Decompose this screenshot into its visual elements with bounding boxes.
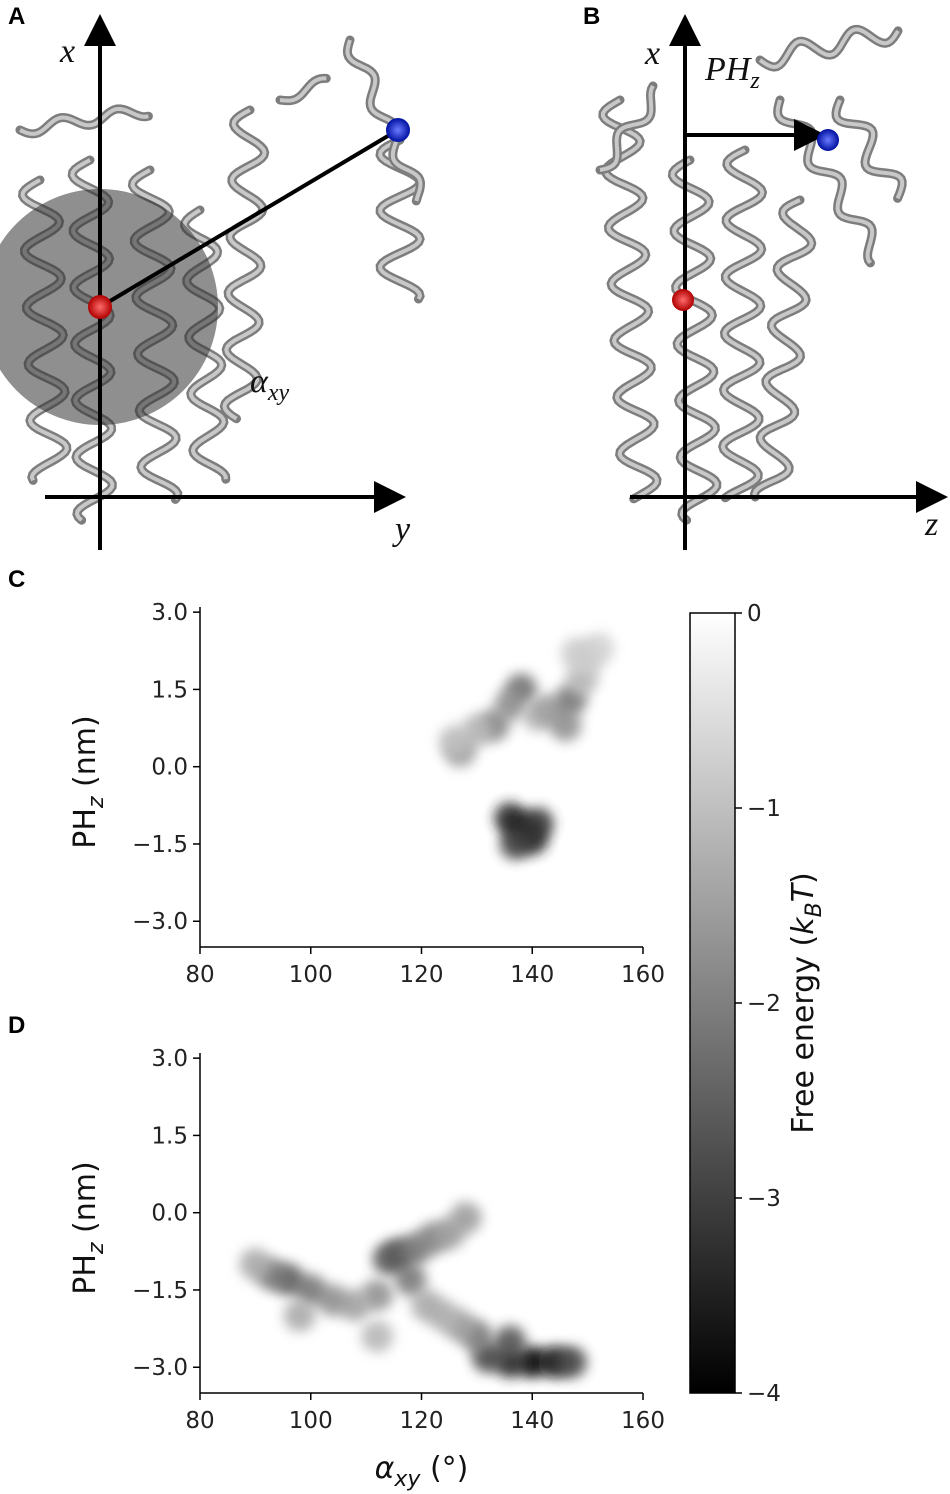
y-label-part: PH [68,1254,103,1295]
helix-highlight [833,99,905,200]
sphere [88,295,112,319]
colorbar-label-part: T [786,881,821,902]
density-blob [549,709,582,742]
x-tick-label: 80 [185,962,214,988]
y-tick-label: 3.0 [151,600,188,626]
colorbar-tick-label: −3 [747,1186,781,1212]
density-blob [449,1201,482,1234]
density-blob [521,807,554,840]
helix-highlight [279,76,327,103]
density [438,632,615,860]
x-tick-label: 120 [400,962,444,988]
y-tick-label: 3.0 [151,1046,188,1072]
y-axis-label: PHz (nm) [68,715,109,848]
x-tick-label: 140 [510,962,554,988]
colorbar-fill [689,612,736,1394]
density-blob [361,1320,394,1353]
x-label-part: (°) [420,1451,468,1486]
y-label-part: z [84,796,109,809]
x-label-part: xy [393,1467,421,1492]
panel-label: D [8,1012,25,1039]
sphere [817,129,839,151]
colorbar-tick-label: −2 [747,991,781,1017]
density-blob [560,637,593,670]
colorbar-label-part: B [802,902,827,917]
x-tick-label: 100 [289,962,333,988]
heatmap-panel: C 80 100 120 140 160 3.0 1.5 0.0 −1.5 −3.0 PHz (nm) [8,566,665,988]
angle-subscript: xy [267,380,290,406]
helix [275,73,331,106]
density-blob [372,1243,405,1276]
density [239,1201,588,1379]
vector [98,128,400,309]
y-tick-label: −3.0 [132,1355,188,1381]
axis-label: x [59,33,75,70]
y-label-part: (nm) [68,1161,103,1242]
colorbar-label-part: Free energy ( [786,935,821,1134]
density-blob [239,1248,272,1281]
y-tick-label: 0.0 [151,755,188,781]
panel-label: B [583,3,600,30]
x-tick-label: 120 [400,1408,444,1434]
x-axis-label: αxy (°) [375,1451,469,1492]
colorbar-label-part: ) [786,872,821,884]
distance-symbol: PH [704,51,753,88]
density-blob [494,1325,527,1358]
helix-highlight [19,106,149,136]
density-blob [394,1263,427,1296]
helix-highlight [720,148,765,500]
density-blob [283,1299,316,1332]
helix-highlight [752,198,814,498]
y-tick-label: 0.0 [151,1201,188,1227]
distance-subscript: z [749,68,760,94]
y-tick-label: 1.5 [151,677,188,703]
helix-highlight [345,39,423,202]
panel-label: A [8,3,25,30]
axis-label: y [392,511,411,548]
density-blob [411,1289,444,1322]
x-tick-label: 100 [289,1408,333,1434]
sphere [672,289,694,311]
density-blob [438,724,471,757]
y-tick-label: −1.5 [132,1278,188,1304]
colorbar-label: Free energy (kBT) [786,872,827,1134]
colorbar-label-part: k [786,916,821,935]
colorbar-tick-label: −1 [747,796,781,822]
x-tick-label: 80 [185,1408,214,1434]
y-label-part: z [84,1242,109,1255]
axis-label: z [924,506,938,543]
y-label-part: (nm) [68,715,103,796]
x-tick-label: 140 [510,1408,554,1434]
angle-symbol: α [250,363,269,400]
y-label-part: PH [68,808,103,849]
x-label-part: α [375,1451,395,1486]
density-blob [494,802,527,835]
density-blob [516,1346,549,1379]
angle-label: αxy [250,363,290,406]
helix-highlight [758,27,900,70]
x-tick-label: 160 [621,1408,665,1434]
heatmap-panel: D 80 100 120 140 160 3.0 1.5 0.0 −1.5 −3.0 PHz (nm)… [8,1012,665,1492]
helix-highlight [599,85,655,172]
colorbar-tick-label: 0 [747,601,762,627]
panel-label: C [8,566,25,593]
density-blob [499,827,532,860]
distance-label: PHz [704,51,760,94]
helix-highlight [222,108,267,421]
axis-label: x [644,35,660,72]
density-blob [555,1346,588,1379]
colorbar: 0 −1 −2 −3 −4 Free energy (kBT) [689,601,827,1407]
sphere [386,118,410,142]
y-axis-label: PHz (nm) [68,1161,109,1294]
y-tick-label: −1.5 [132,832,188,858]
y-tick-label: 1.5 [151,1123,188,1149]
colorbar-tick-label: −4 [747,1381,781,1407]
y-tick-label: −3.0 [132,909,188,935]
x-tick-label: 160 [621,962,665,988]
